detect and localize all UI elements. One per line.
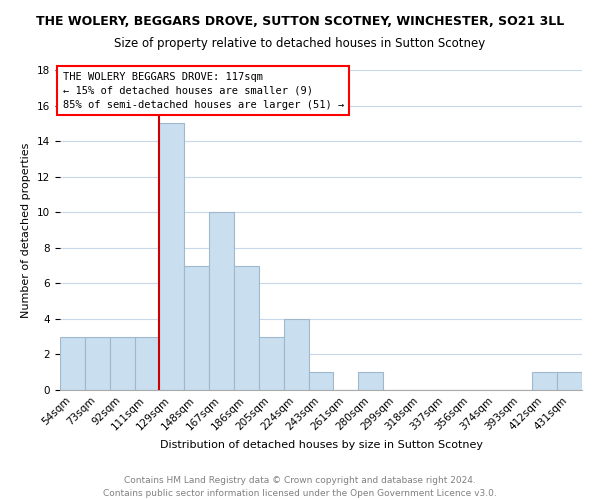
Bar <box>308 372 334 390</box>
Bar <box>284 319 308 390</box>
Bar <box>259 336 284 390</box>
Text: Contains HM Land Registry data © Crown copyright and database right 2024.
Contai: Contains HM Land Registry data © Crown c… <box>103 476 497 498</box>
Bar <box>184 266 209 390</box>
Bar <box>110 336 134 390</box>
Text: THE WOLERY, BEGGARS DROVE, SUTTON SCOTNEY, WINCHESTER, SO21 3LL: THE WOLERY, BEGGARS DROVE, SUTTON SCOTNE… <box>36 15 564 28</box>
Bar <box>557 372 582 390</box>
Bar <box>234 266 259 390</box>
Bar <box>60 336 85 390</box>
Bar <box>532 372 557 390</box>
Text: Size of property relative to detached houses in Sutton Scotney: Size of property relative to detached ho… <box>115 38 485 51</box>
Bar <box>85 336 110 390</box>
X-axis label: Distribution of detached houses by size in Sutton Scotney: Distribution of detached houses by size … <box>160 440 482 450</box>
Y-axis label: Number of detached properties: Number of detached properties <box>22 142 31 318</box>
Text: THE WOLERY BEGGARS DROVE: 117sqm
← 15% of detached houses are smaller (9)
85% of: THE WOLERY BEGGARS DROVE: 117sqm ← 15% o… <box>62 72 344 110</box>
Bar <box>209 212 234 390</box>
Bar <box>160 124 184 390</box>
Bar <box>134 336 160 390</box>
Bar <box>358 372 383 390</box>
